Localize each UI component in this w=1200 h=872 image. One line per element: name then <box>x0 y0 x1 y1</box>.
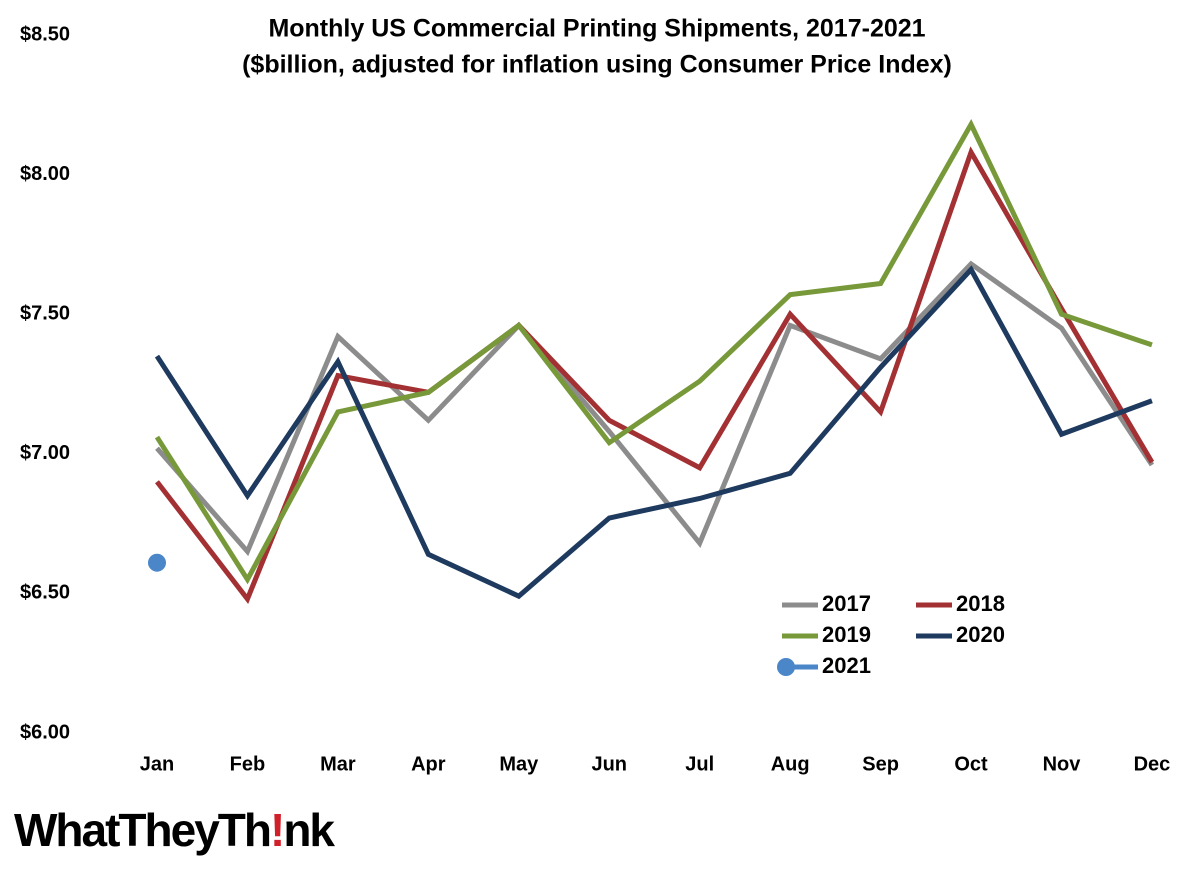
series-line <box>154 265 1153 600</box>
x-tick-label: Aug <box>771 753 810 775</box>
logo-text: WhatTheyTh <box>14 804 270 856</box>
x-tick-label: Jan <box>140 753 174 775</box>
x-tick-label: May <box>499 753 539 775</box>
x-tick-label: Oct <box>954 753 988 775</box>
x-tick-label: Feb <box>230 753 266 775</box>
logo-text: nk <box>283 804 335 856</box>
data-point <box>148 553 166 572</box>
x-tick-label: Jun <box>591 753 627 775</box>
y-tick-label: $8.50 <box>20 23 70 45</box>
legend-label: 2019 <box>822 622 871 647</box>
series-line <box>155 260 1155 557</box>
chart-subtitle: ($billion, adjusted for inflation using … <box>242 51 952 79</box>
y-tick-label: $6.00 <box>20 721 70 743</box>
x-tick-label: Mar <box>320 753 356 775</box>
x-tick-label: Jul <box>685 753 714 775</box>
x-tick-label: Sep <box>862 753 899 775</box>
legend-marker <box>777 658 795 676</box>
series-line <box>155 146 1155 604</box>
legend-label: 2021 <box>822 653 871 678</box>
series-line <box>154 118 1153 585</box>
x-tick-label: Apr <box>411 753 446 775</box>
y-tick-label: $6.50 <box>20 582 70 604</box>
chart-title: Monthly US Commercial Printing Shipments… <box>268 15 925 43</box>
legend-label: 2018 <box>956 591 1005 616</box>
legend-label: 2020 <box>956 622 1005 647</box>
x-tick-label: Dec <box>1134 753 1171 775</box>
logo: WhatTheyTh!nk <box>14 804 335 856</box>
y-tick-label: $7.50 <box>20 302 70 324</box>
x-tick-label: Nov <box>1043 753 1082 775</box>
y-tick-label: $8.00 <box>20 163 70 185</box>
y-tick-label: $7.00 <box>20 442 70 464</box>
legend-label: 2017 <box>822 591 871 616</box>
logo-mark: ! <box>270 804 283 856</box>
